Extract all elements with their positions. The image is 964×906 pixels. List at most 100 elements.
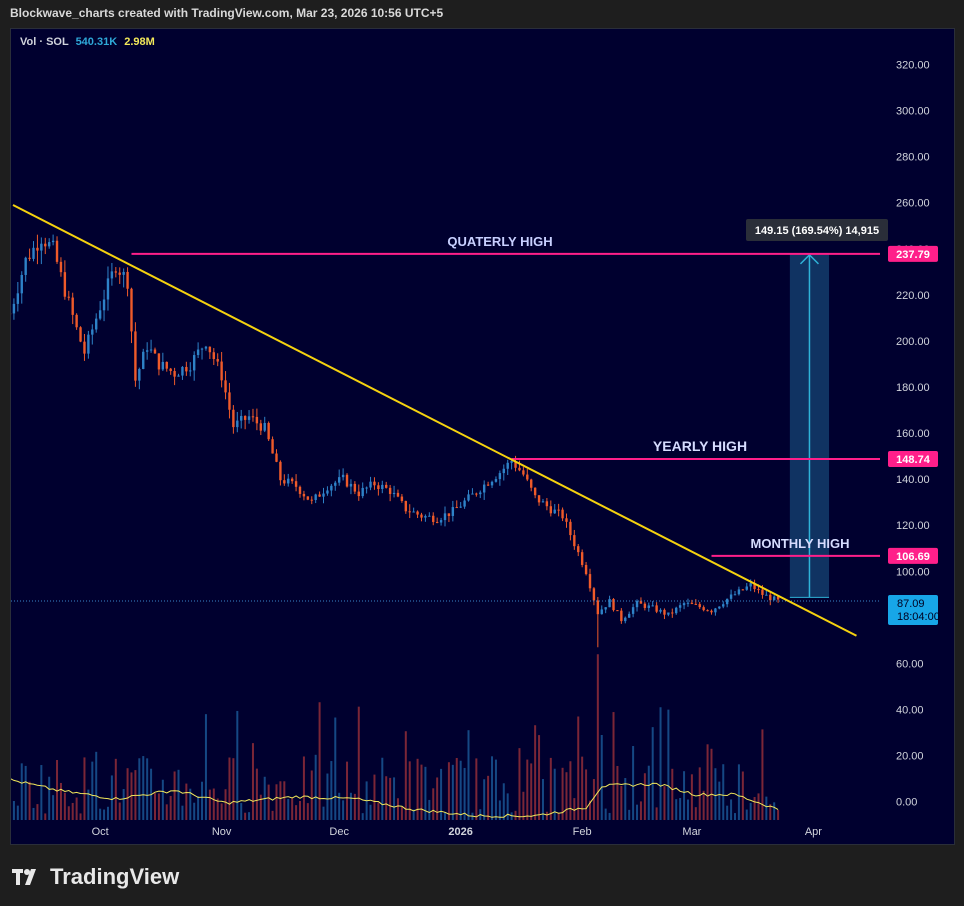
- measurement-label: 149.15 (169.54%) 14,915: [746, 219, 888, 241]
- candle-body: [369, 481, 372, 488]
- volume-bar: [20, 763, 23, 820]
- candle-body: [204, 346, 208, 349]
- candle-body: [690, 602, 694, 604]
- volume-bar: [36, 804, 39, 820]
- candle-body: [624, 617, 627, 622]
- volume-bar: [157, 793, 160, 820]
- candle-body: [596, 600, 600, 615]
- candle-body: [169, 368, 172, 372]
- candle-body: [138, 368, 141, 381]
- candle-body: [639, 600, 643, 604]
- volume-bar: [173, 771, 176, 820]
- candles: [11, 234, 780, 648]
- candle-body: [420, 514, 423, 518]
- volume-bar: [369, 804, 372, 820]
- volume-bar: [400, 806, 403, 820]
- volume-bar: [616, 765, 619, 820]
- volume-bar: [87, 789, 90, 820]
- volume-bar: [138, 758, 141, 820]
- level-label: YEARLY HIGH: [653, 438, 747, 454]
- volume-bar: [765, 796, 768, 820]
- volume-bar: [377, 802, 380, 820]
- volume-bar: [71, 802, 74, 820]
- volume-bar: [502, 783, 505, 820]
- candle-body: [224, 380, 227, 393]
- volume-bar: [259, 794, 262, 820]
- candle-body: [349, 483, 353, 487]
- volume-bar: [541, 779, 544, 820]
- volume-bar: [44, 813, 47, 820]
- volume-bar: [342, 800, 345, 820]
- candle-body: [28, 257, 31, 259]
- volume-bar: [224, 789, 227, 820]
- volume-bar: [287, 798, 290, 820]
- volume-bar: [271, 810, 274, 820]
- candle-body: [365, 487, 368, 489]
- candle-body: [334, 482, 337, 486]
- volume-bar: [734, 813, 736, 820]
- volume-bars: [12, 654, 780, 820]
- candle-body: [686, 602, 690, 604]
- volume-legend-label: Vol · SOL: [20, 36, 69, 48]
- measurement-label-bg: [746, 219, 888, 241]
- volume-bar: [56, 760, 59, 820]
- time-tick-label: Dec: [329, 826, 349, 838]
- plot-area: QUATERLY HIGH YEARLY HIGH MONTHLY HIGH: [11, 234, 880, 820]
- candle-body: [322, 493, 325, 497]
- volume-bar: [63, 792, 66, 820]
- volume-bar: [440, 768, 443, 820]
- price-tick-label: 180.00: [896, 382, 930, 394]
- volume-bar: [667, 709, 670, 820]
- volume-bar: [432, 788, 435, 820]
- volume-bar: [146, 758, 149, 820]
- volume-bar: [463, 767, 466, 820]
- candle-body: [612, 598, 615, 611]
- candle-body: [263, 422, 266, 431]
- candle-body: [353, 483, 357, 492]
- candle-body: [443, 513, 447, 521]
- candle-body: [59, 261, 63, 273]
- volume-bar: [16, 805, 19, 820]
- volume-bar: [75, 797, 78, 820]
- candle-body: [416, 511, 419, 515]
- candle-body: [83, 341, 86, 354]
- volume-bar: [710, 748, 713, 820]
- candle-body: [341, 474, 345, 478]
- candle-body: [145, 350, 149, 352]
- volume-bar: [267, 784, 270, 820]
- candle-body: [79, 327, 82, 342]
- volume-bar: [737, 764, 740, 820]
- volume-bar: [126, 768, 129, 820]
- volume-bar: [201, 781, 204, 820]
- candle-body: [647, 605, 650, 608]
- volume-bar: [197, 796, 200, 820]
- candle-body: [545, 501, 549, 507]
- candle-body: [557, 509, 560, 511]
- candle-body: [635, 600, 639, 608]
- level-price-tag: 237.79: [896, 249, 930, 261]
- volume-bar: [393, 777, 396, 820]
- candle-body: [196, 349, 200, 356]
- candle-body: [733, 594, 737, 596]
- volume-bar: [636, 804, 639, 820]
- candle-body: [24, 257, 27, 275]
- volume-bar: [643, 773, 646, 820]
- candle-body: [228, 392, 231, 410]
- candle-body: [608, 598, 611, 608]
- volume-bar: [236, 710, 239, 820]
- volume-bar: [244, 812, 247, 820]
- volume-bar: [561, 767, 564, 820]
- volume-bar: [165, 804, 168, 820]
- volume-bar: [655, 807, 658, 820]
- candle-body: [192, 355, 196, 371]
- volume-bar: [573, 798, 576, 820]
- candle-body: [510, 461, 513, 463]
- volume-bar: [91, 761, 94, 820]
- candle-body: [114, 271, 118, 273]
- candle-body: [36, 247, 39, 251]
- candle-body: [604, 607, 607, 610]
- price-tick-label: 40.00: [896, 704, 924, 716]
- candle-body: [330, 485, 333, 491]
- volume-bar: [193, 802, 196, 820]
